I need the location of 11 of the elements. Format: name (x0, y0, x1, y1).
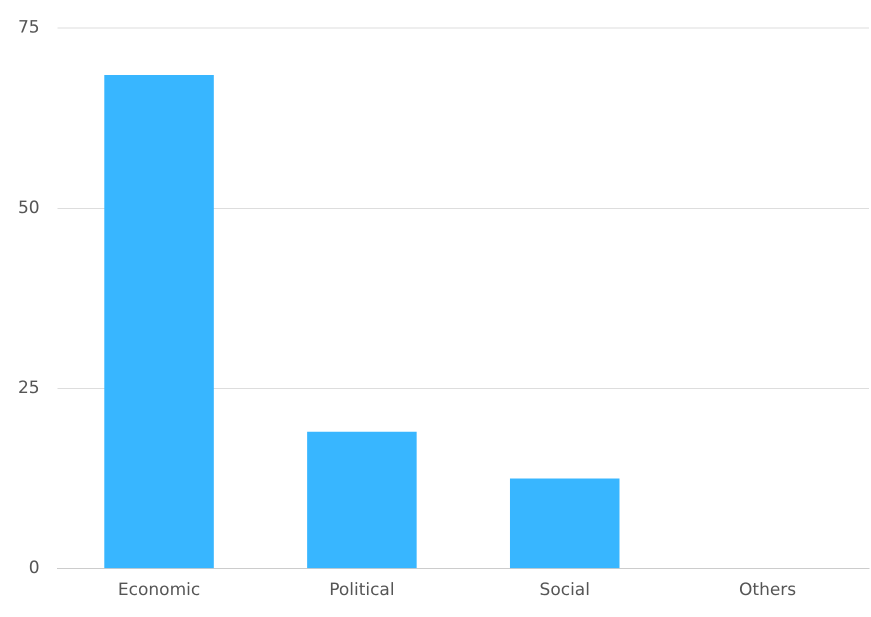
bar (307, 432, 417, 568)
y-tick-label: 0 (28, 558, 40, 578)
y-tick-label: 25 (18, 378, 40, 398)
x-tick-label: Social (540, 580, 590, 600)
x-tick-label: Political (329, 580, 395, 600)
bar (510, 478, 620, 568)
y-tick-label: 50 (18, 198, 40, 218)
y-tick-label: 75 (18, 18, 40, 38)
x-tick-label: Others (739, 580, 796, 600)
bar (104, 75, 214, 568)
x-tick-label: Economic (118, 580, 200, 600)
